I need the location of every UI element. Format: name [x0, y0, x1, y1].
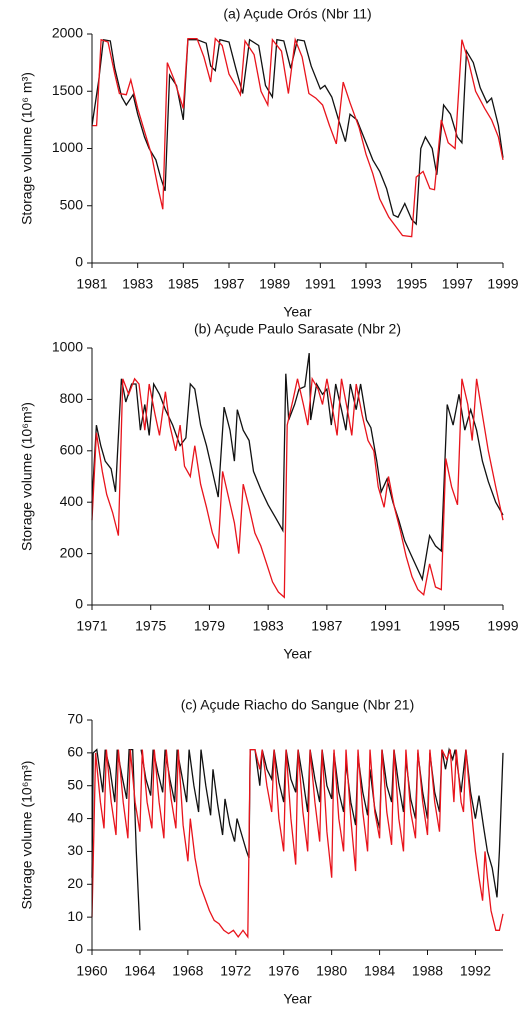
series-line [91, 748, 504, 939]
y-tick-label: 1000 [52, 139, 83, 155]
x-tick-label: 1993 [350, 276, 381, 292]
x-tick-label: 1995 [396, 276, 427, 292]
y-tick-label: 600 [60, 442, 84, 458]
x-tick-label: 1984 [364, 963, 395, 979]
y-tick-label: 40 [67, 809, 83, 825]
x-axis-label: Year [283, 991, 312, 1007]
y-tick-label: 800 [60, 390, 84, 406]
x-tick-label: 1983 [122, 276, 153, 292]
x-tick-label: 1960 [76, 963, 107, 979]
y-tick-label: 500 [60, 196, 84, 212]
y-tick-label: 20 [67, 875, 83, 891]
y-tick-label: 200 [60, 544, 84, 560]
y-tick-label: 50 [67, 776, 83, 792]
x-tick-label: 1992 [460, 963, 491, 979]
y-axis-label: Storage volume (10⁶m³) [19, 402, 35, 551]
x-tick-label: 1979 [194, 618, 225, 634]
x-tick-label: 1964 [124, 963, 155, 979]
x-tick-label: 1968 [172, 963, 203, 979]
y-axis-label: Storage volume (10⁶ m³) [19, 72, 35, 225]
chart-title: (c) Açude Riacho do Sangue (Nbr 21) [181, 697, 414, 713]
x-tick-label: 1987 [213, 276, 244, 292]
y-tick-label: 400 [60, 493, 84, 509]
y-tick-label: 70 [67, 711, 83, 727]
chart-title: (b) Açude Paulo Sarasate (Nbr 2) [194, 321, 401, 337]
x-tick-label: 1985 [168, 276, 199, 292]
x-tick-label: 1976 [268, 963, 299, 979]
x-tick-label: 1989 [259, 276, 290, 292]
x-tick-label: 1980 [316, 963, 347, 979]
x-tick-label: 1983 [253, 618, 284, 634]
x-tick-label: 1972 [220, 963, 251, 979]
series-line [91, 376, 504, 599]
x-tick-label: 1981 [76, 276, 107, 292]
y-tick-label: 0 [75, 254, 83, 270]
x-tick-label: 1988 [412, 963, 443, 979]
series-line [91, 38, 504, 226]
x-tick-label: 1987 [311, 618, 342, 634]
x-axis-label: Year [283, 646, 312, 662]
x-tick-label: 1997 [442, 276, 473, 292]
y-tick-label: 0 [75, 941, 83, 957]
y-tick-label: 30 [67, 842, 83, 858]
y-tick-label: 1000 [52, 339, 83, 355]
y-axis-label: Storage volume (10⁶m³) [19, 761, 35, 910]
y-tick-label: 10 [67, 908, 83, 924]
x-tick-label: 1999 [487, 276, 518, 292]
x-axis-label: Year [283, 304, 312, 320]
chart-title: (a) Açude Orós (Nbr 11) [223, 6, 371, 22]
series-line [91, 353, 504, 582]
series-line [92, 37, 504, 238]
x-tick-label: 1991 [305, 276, 336, 292]
x-tick-label: 1999 [487, 618, 518, 634]
y-tick-label: 60 [67, 744, 83, 760]
x-tick-label: 1971 [76, 618, 107, 634]
x-tick-label: 1991 [370, 618, 401, 634]
y-tick-label: 1500 [52, 82, 83, 98]
y-tick-label: 2000 [52, 25, 83, 41]
x-tick-label: 1975 [135, 618, 166, 634]
x-tick-label: 1995 [429, 618, 460, 634]
y-tick-label: 0 [75, 596, 83, 612]
